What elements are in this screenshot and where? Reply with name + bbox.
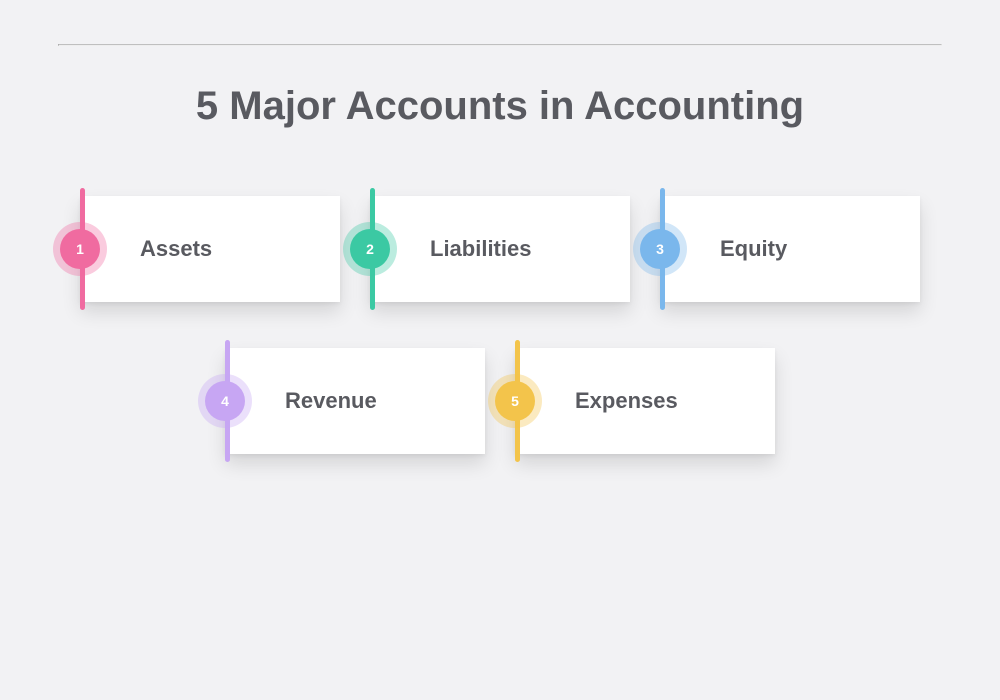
card-number-badge: 5 [495, 381, 535, 421]
card-number-badge: 4 [205, 381, 245, 421]
account-card: 1Assets [80, 196, 340, 302]
card-row: 1Assets2Liabilities3Equity [58, 196, 942, 302]
card-label: Liabilities [430, 236, 531, 262]
card-label: Expenses [575, 388, 678, 414]
card-number-badge: 3 [640, 229, 680, 269]
account-card: 2Liabilities [370, 196, 630, 302]
card-number-badge: 1 [60, 229, 100, 269]
card-number-badge: 2 [350, 229, 390, 269]
card-label: Equity [720, 236, 787, 262]
account-card: 4Revenue [225, 348, 485, 454]
account-card: 3Equity [660, 196, 920, 302]
top-divider [58, 44, 942, 46]
card-label: Revenue [285, 388, 377, 414]
page-container: 5 Major Accounts in Accounting 1Assets2L… [0, 0, 1000, 700]
cards-wrap: 1Assets2Liabilities3Equity4Revenue5Expen… [58, 196, 942, 454]
account-card: 5Expenses [515, 348, 775, 454]
page-title: 5 Major Accounts in Accounting [196, 82, 804, 130]
card-row: 4Revenue5Expenses [58, 348, 942, 454]
card-label: Assets [140, 236, 212, 262]
